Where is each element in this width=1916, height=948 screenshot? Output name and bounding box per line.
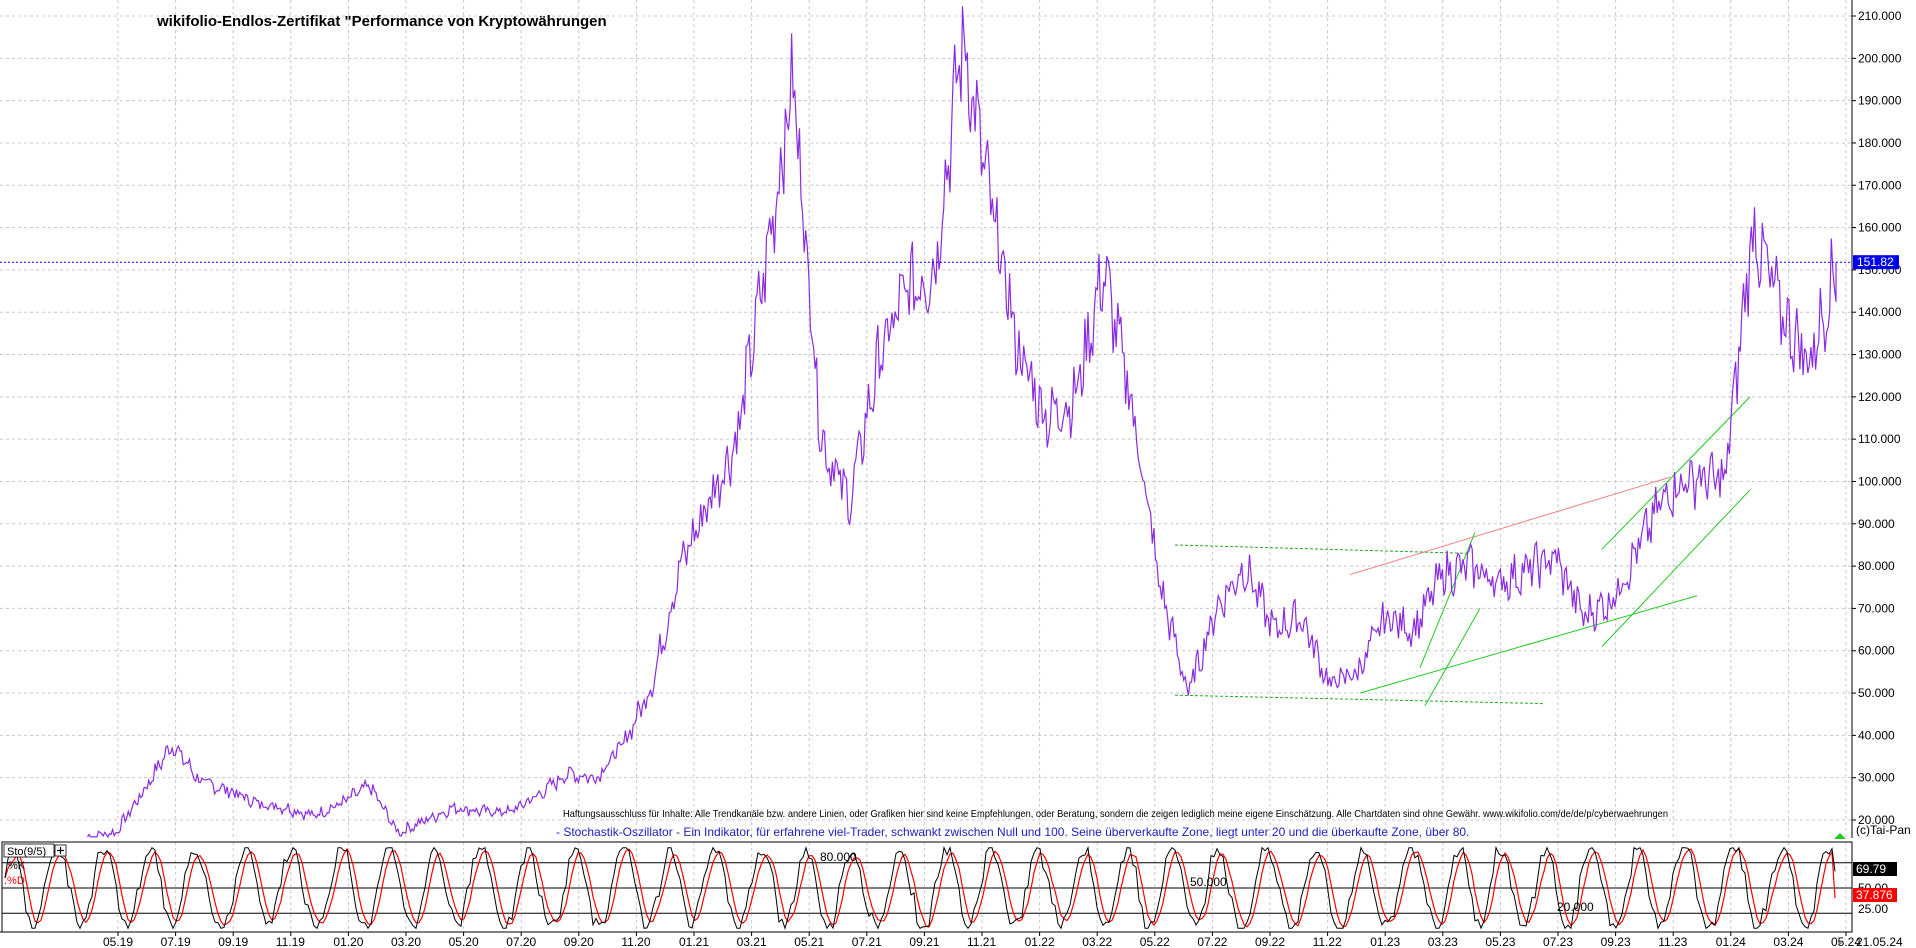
- stochastic-k-line: [4, 845, 1836, 931]
- k-value-badge: [1853, 862, 1897, 876]
- trend-lines: [1174, 396, 1751, 706]
- price-grid: [0, 15, 1852, 821]
- y-tick-label: 40.000: [1858, 728, 1895, 742]
- legend-d: .%D: [4, 875, 25, 887]
- d-value-label: 37.876: [1856, 888, 1893, 902]
- x-tick-label: 03.20: [391, 935, 421, 948]
- x-tick-label: 07.19: [161, 935, 191, 948]
- x-tick-label: 07.21: [852, 935, 882, 948]
- x-tick-label: 11.19: [276, 935, 305, 948]
- x-tick-label: 01.24: [1716, 935, 1746, 948]
- y-tick-label: 90.000: [1858, 517, 1895, 531]
- y-tick-label: 70.000: [1858, 601, 1895, 615]
- copyright-label: (c)Tai-Pan: [1856, 823, 1911, 837]
- x-tick-label: 05.21: [794, 935, 824, 948]
- x-tick-label: 05.19: [103, 935, 133, 948]
- y-tick-label: 110.000: [1858, 432, 1901, 446]
- stochastic-title-box: [3, 843, 55, 858]
- stochastic-title: Sto(9/5): [7, 846, 46, 858]
- channel-lower: [1601, 489, 1751, 647]
- price-series-line: [87, 6, 1837, 839]
- x-tick-label: 07.20: [506, 935, 536, 948]
- price-y-axis: 20.000 30.000 40.000 50.000 60.000 70.000 80.0…: [1852, 9, 1902, 827]
- x-tick-label: 05.20: [449, 935, 479, 948]
- y-tick-label: 160.000: [1858, 221, 1902, 235]
- channel-short-upper: [1419, 532, 1476, 668]
- y-tick-label: 80.000: [1858, 559, 1895, 573]
- y-tick-label: 30.000: [1858, 771, 1895, 785]
- y-tick-label: 60.000: [1858, 644, 1895, 658]
- x-tick-label: 01.23: [1370, 935, 1400, 948]
- y-tick-label: 200.000: [1858, 51, 1902, 65]
- y-tick-label: 190.000: [1858, 94, 1902, 108]
- channel-bottom-dashed: [1174, 694, 1546, 705]
- stochastic-d-line: [4, 847, 1836, 928]
- x-axis: 05.19 07.19 09.19 11.19 01.20 03.20 05.20 07.20…: [103, 932, 1861, 948]
- x-axis-end-label: 21.05.24: [1856, 935, 1903, 948]
- y-tick-label: 140.000: [1858, 305, 1902, 319]
- x-tick-label: 07.23: [1543, 935, 1573, 948]
- channel-upper: [1601, 396, 1751, 550]
- x-tick-label: 05.23: [1485, 935, 1515, 948]
- chart-title: wikifolio-Endlos-Zertifikat "Performance…: [156, 13, 607, 30]
- scroll-arrow-icon[interactable]: [1834, 833, 1846, 839]
- time-grid: [117, 0, 1847, 932]
- sto-level-label: 50.000: [1190, 875, 1227, 889]
- y-tick-label: 20.000: [1858, 813, 1895, 827]
- disclaimer-text: Haftungsausschluss für Inhalte: Alle Tre…: [563, 808, 1668, 820]
- x-tick-label: 09.23: [1601, 935, 1631, 948]
- x-tick-label: 11.21: [967, 935, 996, 948]
- y-tick-label: 120.000: [1858, 390, 1902, 404]
- x-tick-label: 01.22: [1025, 935, 1055, 948]
- stochastic-description: - Stochastik-Oszillator - Ein Indikator,…: [556, 825, 1469, 839]
- x-axis-dash: -: [1838, 935, 1842, 948]
- x-tick-label: 01.21: [679, 935, 709, 948]
- uptrend-support: [1359, 595, 1698, 694]
- y-tick-label: 100.000: [1858, 474, 1902, 488]
- x-tick-label: 03.24: [1773, 935, 1803, 948]
- trend-pink: [1349, 476, 1671, 576]
- x-tick-label: 05.24: [1831, 935, 1861, 948]
- x-tick-label: 05.22: [1140, 935, 1170, 948]
- y-tick-label: 130.000: [1858, 348, 1902, 362]
- channel-short-lower: [1424, 608, 1481, 706]
- y-tick-label: 210.000: [1858, 9, 1902, 23]
- sto-level-label: 20.000: [1557, 900, 1594, 914]
- y-tick-label: 170.000: [1858, 178, 1902, 192]
- x-tick-label: 03.23: [1428, 935, 1458, 948]
- channel-top-dashed: [1174, 544, 1471, 554]
- y-tick-label: 180.000: [1858, 136, 1902, 150]
- sto-y-tick-label: 25.00: [1858, 902, 1888, 916]
- plus-icon[interactable]: [57, 847, 64, 854]
- x-tick-label: 03.22: [1082, 935, 1112, 948]
- x-tick-label: 09.19: [218, 935, 248, 948]
- x-tick-label: 11.23: [1658, 935, 1687, 948]
- k-value-label: 69.79: [1856, 862, 1886, 876]
- x-tick-label: 09.21: [909, 935, 939, 948]
- sto-level-label: 80.000: [820, 850, 857, 864]
- stochastic-level-labels: 80.000 50.000 20.000: [820, 850, 1594, 914]
- last-price-label: 151.82: [1857, 255, 1894, 269]
- x-tick-label: 01.20: [333, 935, 363, 948]
- last-price-badge: [1853, 255, 1899, 270]
- x-tick-label: 11.20: [621, 935, 650, 948]
- d-value-badge: [1853, 888, 1897, 902]
- x-tick-label: 07.22: [1197, 935, 1227, 948]
- x-tick-label: 11.22: [1313, 935, 1342, 948]
- legend-k: %K: [8, 860, 26, 872]
- x-tick-label: 03.21: [737, 935, 767, 948]
- y-tick-label: 50.000: [1858, 686, 1895, 700]
- x-tick-label: 09.22: [1255, 935, 1285, 948]
- x-tick-label: 09.20: [564, 935, 594, 948]
